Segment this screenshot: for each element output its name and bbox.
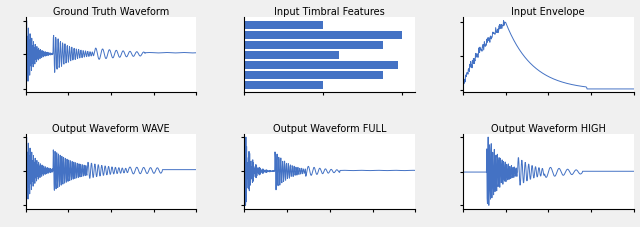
Bar <box>244 22 323 30</box>
Title: Output Waveform WAVE: Output Waveform WAVE <box>52 123 170 133</box>
Title: Ground Truth Waveform: Ground Truth Waveform <box>53 7 169 17</box>
Title: Input Timbral Features: Input Timbral Features <box>274 7 385 17</box>
Bar <box>244 52 339 60</box>
Bar <box>244 62 397 70</box>
Bar <box>244 72 383 80</box>
Bar <box>244 32 403 40</box>
Title: Output Waveform FULL: Output Waveform FULL <box>273 123 387 133</box>
Bar <box>244 81 323 89</box>
Title: Output Waveform HIGH: Output Waveform HIGH <box>491 123 605 133</box>
Title: Input Envelope: Input Envelope <box>511 7 585 17</box>
Bar <box>244 42 383 50</box>
